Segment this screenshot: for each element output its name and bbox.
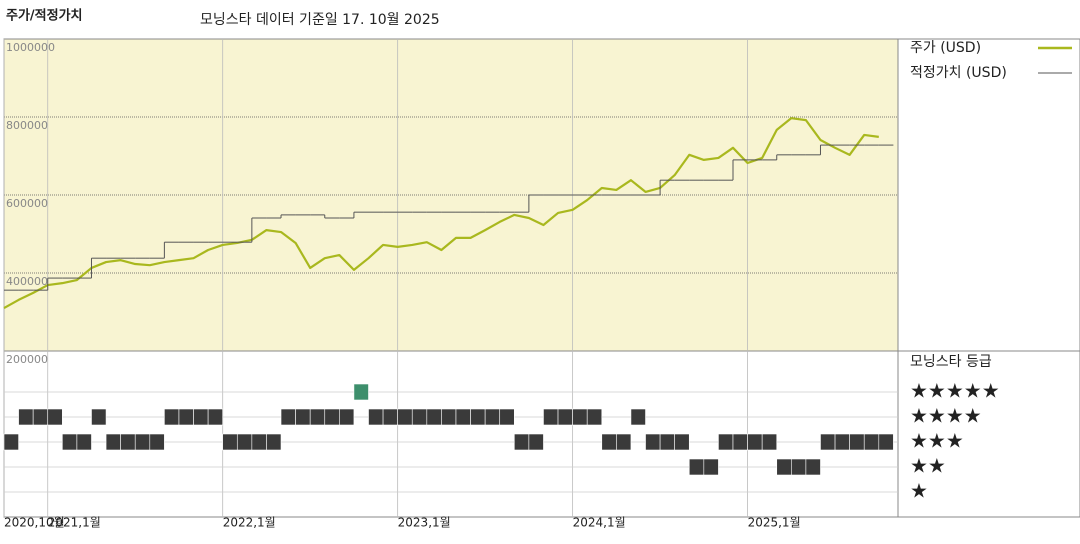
legend-label: 적정가치 (USD) [910, 65, 1007, 81]
rating-bar [120, 433, 136, 451]
y-tick-label: 800000 [6, 119, 48, 132]
rating-bar [849, 433, 865, 451]
rating-label: ★★★★★ [910, 379, 1000, 403]
rating-bar [251, 433, 267, 451]
rating-bar [324, 408, 340, 426]
rating-bar [62, 433, 78, 451]
rating-bar [572, 408, 588, 426]
rating-bar [674, 433, 690, 451]
rating-bar [18, 408, 34, 426]
rating-bar [557, 408, 573, 426]
rating-bar [91, 408, 107, 426]
rating-bar [513, 433, 530, 451]
rating-bar [747, 433, 763, 451]
rating-bar [863, 433, 880, 451]
rating-bar [3, 433, 19, 451]
rating-label: ★★ [910, 454, 946, 478]
rating-bar [820, 433, 836, 451]
rating-bar [470, 408, 486, 426]
rating-bar [616, 433, 632, 451]
rating-title: 모닝스타 등급 [910, 354, 992, 370]
rating-bar [805, 458, 821, 476]
rating-bar [134, 433, 151, 451]
rating-bar [105, 433, 121, 451]
rating-bar [222, 433, 238, 451]
rating-label: ★★★ [910, 429, 964, 453]
rating-bar [601, 433, 617, 451]
rating-bar [47, 408, 63, 426]
y-tick-label: 200000 [6, 353, 48, 366]
chart-title: 주가/적정가치 [6, 8, 83, 24]
rating-bar [732, 433, 748, 451]
y-tick-label: 600000 [6, 197, 48, 210]
rating-bar [309, 408, 326, 426]
rating-bar [688, 458, 705, 476]
rating-bar [718, 433, 734, 451]
rating-bar [207, 408, 223, 426]
x-tick-label: 2023,1월 [398, 516, 451, 530]
rating-bar [878, 433, 894, 451]
x-tick-label: 2024,1월 [573, 516, 626, 530]
rating-bar [455, 408, 471, 426]
x-tick-label: 2025,1월 [748, 516, 801, 530]
x-tick-label: 2022,1월 [223, 516, 276, 530]
rating-bar [353, 383, 369, 401]
rating-bar [149, 433, 165, 451]
rating-bar [280, 408, 296, 426]
rating-bar [528, 433, 544, 451]
rating-bar [164, 408, 180, 426]
rating-bar [178, 408, 194, 426]
rating-bar [761, 433, 778, 451]
rating-bar [382, 408, 398, 426]
rating-bar [499, 408, 515, 426]
rating-bar [776, 458, 792, 476]
rating-bar [76, 433, 92, 451]
rating-bar [484, 408, 501, 426]
x-tick-label: 2021,1월 [48, 516, 101, 530]
rating-bar [703, 458, 719, 476]
rating-bar [266, 433, 282, 451]
y-tick-label: 1000000 [6, 41, 55, 54]
rating-bar [659, 433, 675, 451]
chart-subtitle: 모닝스타 데이터 기준일 17. 10월 2025 [200, 12, 440, 28]
rating-bar [411, 408, 428, 426]
rating-bar [586, 408, 603, 426]
rating-bar [32, 408, 49, 426]
x-tick-label: 2020,10월 [4, 516, 65, 530]
rating-label: ★★★★ [910, 404, 982, 428]
rating-bar [791, 458, 807, 476]
legend-label: 주가 (USD) [910, 40, 981, 56]
rating-bar [295, 408, 311, 426]
rating-bar [368, 408, 384, 426]
price-line [3, 117, 879, 310]
rating-bar [339, 408, 355, 426]
rating-bar [236, 433, 253, 451]
rating-bar [441, 408, 457, 426]
rating-label: ★ [910, 479, 928, 503]
rating-bar [193, 408, 209, 426]
rating-bar [630, 408, 646, 426]
rating-bar [397, 408, 413, 426]
rating-bar [645, 433, 661, 451]
rating-bar [834, 433, 850, 451]
rating-bar [426, 408, 442, 426]
y-tick-label: 400000 [6, 275, 48, 288]
rating-bar [543, 408, 559, 426]
